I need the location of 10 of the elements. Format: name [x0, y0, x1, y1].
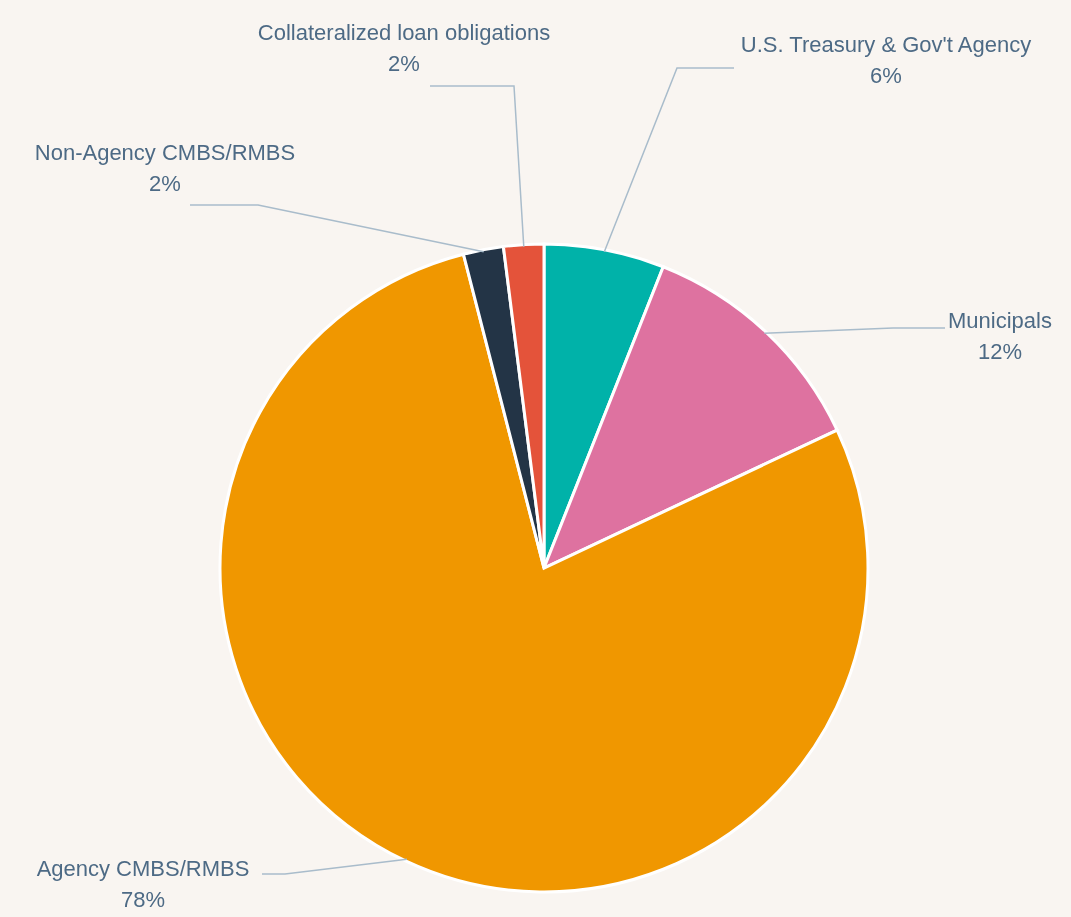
data-label: 6% — [870, 63, 902, 88]
slice-label: Municipals — [948, 308, 1052, 333]
data-label: 78% — [120, 887, 166, 912]
data-label: 2% — [149, 171, 181, 196]
slice-label: U.S. Treasury & Gov't Agency — [740, 32, 1032, 57]
data-label: 2% — [388, 51, 420, 76]
slice-label: Agency CMBS/RMBS — [36, 856, 250, 881]
slice-label: Collateralized loan obligations — [257, 20, 551, 45]
data-label: 12% — [977, 339, 1023, 364]
slice-label: Non-Agency CMBS/RMBS — [34, 140, 296, 165]
